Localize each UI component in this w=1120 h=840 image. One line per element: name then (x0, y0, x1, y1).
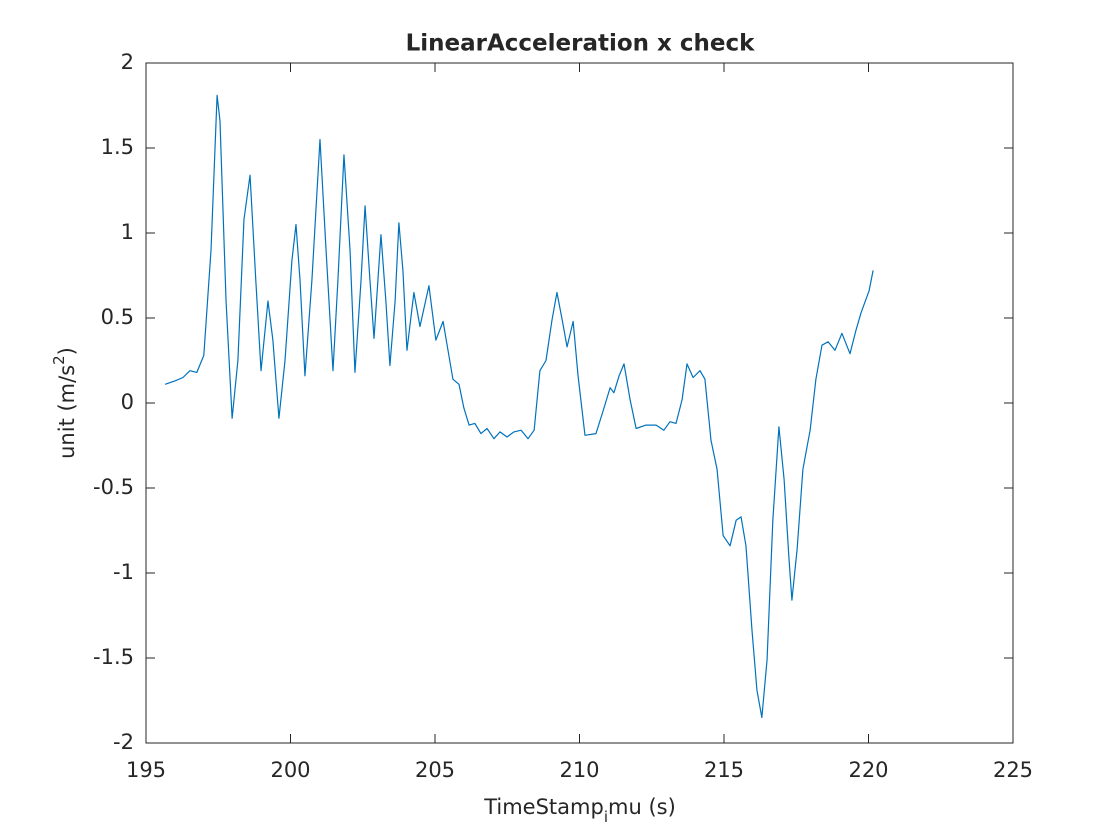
y-tick-label: 0.5 (101, 305, 134, 329)
y-tick-label: -1.5 (93, 645, 134, 669)
chart-title: LinearAcceleration x check (406, 31, 756, 57)
x-label-part: TimeStamp (483, 795, 604, 819)
x-tick-label: 215 (704, 758, 744, 782)
x-tick-label: 205 (415, 758, 455, 782)
y-tick-label: -2 (113, 730, 134, 754)
y-tick-label: 1.5 (101, 135, 134, 159)
x-tick-label: 195 (126, 758, 166, 782)
y-tick-label: 2 (121, 50, 134, 74)
y-label-part: ) (55, 347, 79, 355)
x-label-part: mu (s) (608, 795, 676, 819)
x-tick-label: 210 (559, 758, 599, 782)
line-series (164, 94, 874, 719)
x-tick-label: 200 (270, 758, 310, 782)
x-axis-label: TimeStampimu (s) (483, 795, 676, 826)
y-tick-label: 0 (121, 390, 134, 414)
y-tick-label: -0.5 (93, 475, 134, 499)
x-label-sub: i (604, 808, 608, 826)
y-label-sup: 2 (50, 355, 68, 365)
y-axis-label: unit (m/s2) (50, 347, 80, 459)
y-tick-label: -1 (113, 560, 134, 584)
y-tick-label: 1 (121, 220, 134, 244)
plot-box (145, 62, 1014, 744)
x-tick-label: 225 (993, 758, 1033, 782)
y-label-part: unit (m/s (55, 365, 79, 459)
x-tick-label: 220 (848, 758, 888, 782)
